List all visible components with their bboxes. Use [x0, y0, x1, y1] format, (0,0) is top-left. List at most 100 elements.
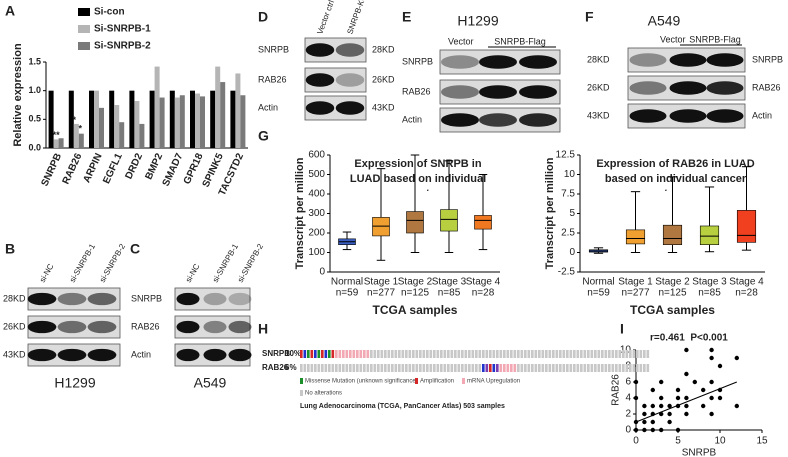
blot-band [176, 320, 200, 334]
blot-band [87, 348, 117, 362]
sample-cell [366, 364, 370, 372]
blot-band [629, 109, 667, 123]
sample-cell [321, 350, 324, 358]
sample-cell [328, 350, 331, 358]
y-tick-label: 1.0 [28, 85, 41, 95]
point [701, 387, 706, 393]
gene-label: SNRPB [262, 349, 290, 358]
blot-band [706, 53, 744, 67]
row-label: Actin [131, 349, 151, 359]
legend-label: Si-con [94, 7, 125, 18]
sample-cell [303, 350, 307, 358]
sample-cell [377, 350, 380, 358]
sample-cell [387, 364, 391, 372]
point [633, 427, 639, 433]
sample-cell [342, 350, 345, 358]
point [692, 379, 697, 385]
sample-cell [555, 350, 559, 358]
y-tick-label: 4 [625, 393, 631, 404]
oncoprint-caption: Lung Adenocarcinoma (TCGA, PanCancer Atl… [300, 403, 505, 410]
sample-cell [485, 364, 489, 372]
bar [179, 95, 185, 148]
sample-cell [440, 350, 443, 358]
bar [159, 97, 165, 148]
legend-label: No alterations [305, 391, 342, 397]
point [667, 419, 672, 425]
sample-cell [429, 350, 433, 358]
legend-swatch [300, 378, 303, 384]
row-label: SNRPB [131, 293, 162, 303]
sample-cell [380, 364, 384, 372]
y-axis-label: RAB26 [611, 374, 622, 406]
sample-cell [618, 364, 622, 372]
sample-cell [426, 364, 429, 372]
sample-cell [394, 364, 398, 372]
x-tick-label: 15 [756, 436, 768, 447]
bar [230, 90, 236, 148]
stats-label: r=0.461 P<0.001 [650, 333, 728, 344]
sample-cell [597, 364, 601, 372]
blot-band [629, 81, 667, 95]
sample-cell [464, 364, 468, 372]
bar [58, 138, 64, 148]
sample-cell [639, 364, 643, 372]
x-tick-label: Stage 2 [398, 277, 433, 288]
sample-cell [562, 364, 566, 372]
sample-cell [436, 350, 440, 358]
sample-cell [559, 350, 562, 358]
sample-cell [615, 350, 618, 358]
sample-cell [408, 364, 412, 372]
bar [139, 123, 145, 148]
panel-letter: I [620, 321, 624, 337]
sample-cell [611, 364, 615, 372]
lane-label: SNRPB-Flag [689, 34, 741, 44]
bar [94, 90, 99, 148]
sample-cell [646, 364, 650, 372]
sample-cell [520, 364, 524, 372]
sample-cell [352, 364, 356, 372]
sample-cell [552, 350, 555, 358]
y-tick-label: 0.0 [28, 142, 41, 152]
panel-letter: C [130, 241, 140, 257]
y-tick-label: 12.5 [556, 150, 576, 161]
blot-band [27, 320, 57, 334]
sample-cell [555, 364, 559, 372]
sample-cell [415, 364, 419, 372]
x-tick-label: Stage 3 [692, 277, 727, 288]
bar [240, 95, 246, 148]
sample-cell [499, 364, 503, 372]
sample-cell [373, 350, 377, 358]
blot-band [669, 109, 707, 123]
sample-cell [517, 364, 520, 372]
blot-band [87, 320, 117, 334]
blot-band [706, 81, 744, 95]
point [650, 419, 655, 425]
point [709, 395, 714, 401]
sample-cell [457, 350, 461, 358]
sample-cell [377, 364, 380, 372]
point [659, 403, 664, 409]
sample-cell [345, 350, 349, 358]
sample-cell [450, 364, 454, 372]
box [736, 210, 757, 243]
x-tick-label: 0 [633, 436, 639, 447]
legend-swatch [78, 25, 90, 33]
bar [220, 82, 226, 148]
sample-cell [419, 364, 422, 372]
sample-cell [331, 350, 335, 358]
sample-cell [559, 364, 562, 372]
point [667, 411, 672, 417]
x-tick-label: SNRPB [39, 152, 64, 188]
sample-cell [317, 364, 321, 372]
legend-swatch [78, 8, 90, 16]
sample-cell [482, 364, 485, 372]
blot-band [176, 292, 200, 306]
row-label-right: 28KD [372, 44, 395, 54]
sample-cell [527, 364, 531, 372]
sample-cell [324, 364, 328, 372]
sample-cell [566, 350, 569, 358]
point [709, 347, 714, 353]
x-tick-label: Stage 2 [655, 277, 690, 288]
sample-cell [552, 364, 555, 372]
sample-cell [618, 350, 622, 358]
